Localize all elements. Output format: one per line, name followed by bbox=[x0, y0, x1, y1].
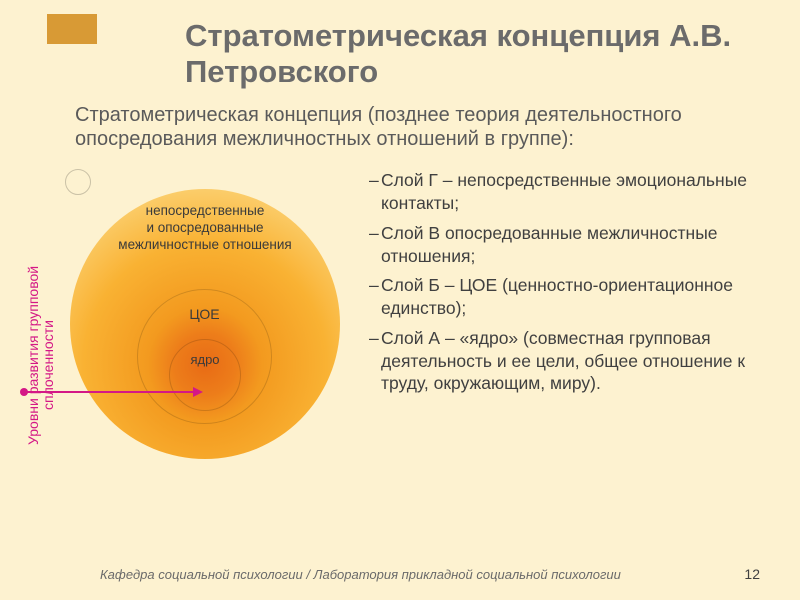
slide-title: Стратометрическая концепция А.В. Петровс… bbox=[65, 18, 770, 89]
bullet-text: Слой Г – непосредственные эмоциональные … bbox=[381, 169, 770, 215]
layer-g-label: непосредственныеи опосредованныемежлично… bbox=[118, 203, 291, 254]
vertical-label-2: сплоченности bbox=[40, 320, 56, 410]
layer-b-label: ЦОЕ bbox=[189, 306, 219, 322]
bullet-text: Слой В опосредованные межличностные отно… bbox=[381, 222, 770, 268]
bullet-dash-icon: – bbox=[363, 169, 381, 215]
core-dot bbox=[65, 169, 91, 195]
page-number: 12 bbox=[744, 566, 760, 582]
bullet-text: Слой Б – ЦОЕ (ценностно-ориентационное е… bbox=[381, 274, 770, 320]
slide-subtitle: Стратометрическая концепция (позднее тео… bbox=[65, 103, 770, 151]
vertical-label-1: Уровни развития групповой bbox=[25, 266, 41, 445]
arrow-line bbox=[25, 391, 195, 393]
layer-a-circle: ядро bbox=[169, 339, 241, 411]
footer-text: Кафедра социальной психологии / Лаборато… bbox=[100, 567, 621, 582]
bullet-list: –Слой Г – непосредственные эмоциональные… bbox=[363, 169, 770, 402]
bullet-text: Слой А – «ядро» (совместная групповая де… bbox=[381, 327, 770, 395]
bullet-dash-icon: – bbox=[363, 327, 381, 395]
content-area: непосредственныеи опосредованныемежлично… bbox=[65, 169, 770, 469]
bullet-item: –Слой В опосредованные межличностные отн… bbox=[363, 222, 770, 268]
bullet-item: –Слой А – «ядро» (совместная групповая д… bbox=[363, 327, 770, 395]
arrow-head-icon bbox=[193, 387, 203, 397]
bullet-dash-icon: – bbox=[363, 222, 381, 268]
bullet-dash-icon: – bbox=[363, 274, 381, 320]
bullet-item: –Слой Б – ЦОЕ (ценностно-ориентационное … bbox=[363, 274, 770, 320]
layer-a-label: ядро bbox=[190, 352, 219, 367]
concentric-diagram: непосредственныеи опосредованныемежлично… bbox=[65, 169, 345, 469]
decor-rect bbox=[47, 14, 97, 44]
bullet-item: –Слой Г – непосредственные эмоциональные… bbox=[363, 169, 770, 215]
slide: Стратометрическая концепция А.В. Петровс… bbox=[0, 0, 800, 600]
